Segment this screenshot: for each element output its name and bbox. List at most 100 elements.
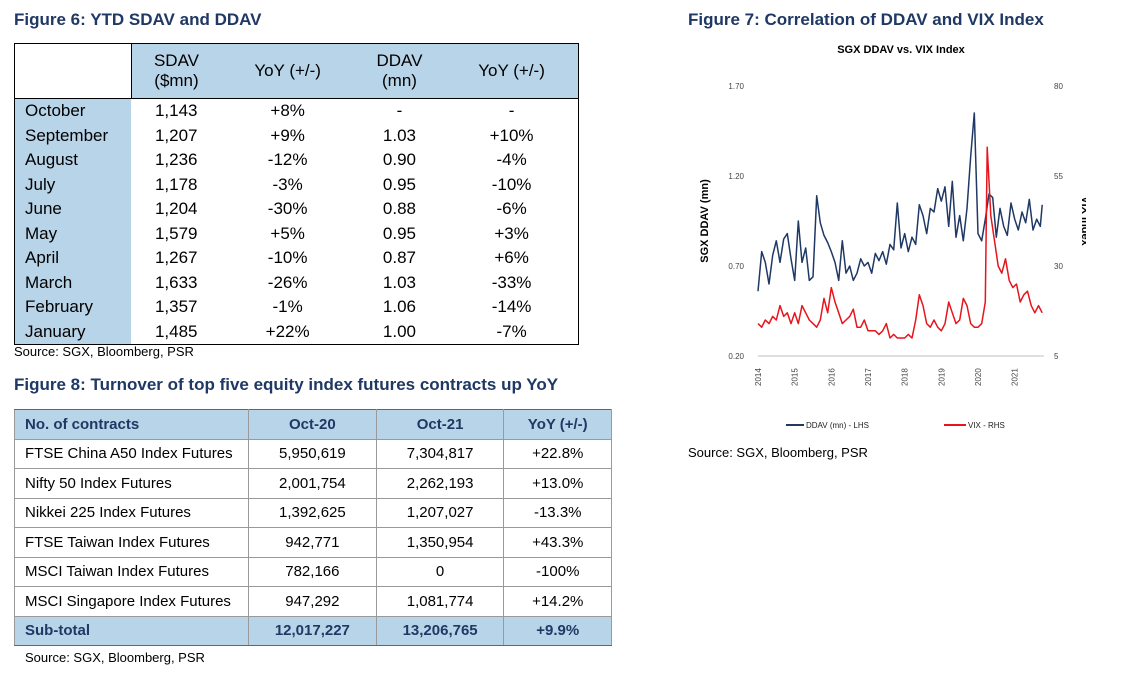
figure8-title: Figure 8: Turnover of top five equity in…: [14, 375, 559, 394]
y-tick-label: 0.70: [728, 262, 744, 271]
sdav-yoy-cell: -1%: [272, 297, 303, 317]
contract-name-cell: MSCI Singapore Index Futures: [14, 586, 249, 617]
x-tick-label: 2014: [754, 368, 763, 386]
table-row: MSCI Taiwan Index Futures 782,166 0 -100%: [14, 556, 612, 587]
month-cell: April: [14, 246, 131, 271]
table-row: May 1,579 +5% 0.95 +3%: [14, 221, 580, 246]
ddav-cell: 0.95: [382, 223, 417, 243]
oct20-cell: 1,392,625: [248, 497, 377, 528]
ddav-yoy-cell: -10%: [445, 172, 580, 197]
yoy-cell: +14.2%: [503, 586, 612, 617]
contract-name-cell: FTSE China A50 Index Futures: [14, 438, 249, 469]
contract-name-cell: Nifty 50 Index Futures: [14, 468, 249, 499]
sdav-cell: 1,357: [154, 297, 198, 317]
oct21-cell: 0: [375, 556, 505, 587]
ddav-cell: 1.06: [382, 297, 417, 317]
ddav-cell: -: [396, 101, 403, 121]
table-row: September 1,207 +9% 1.03 +10%: [14, 123, 580, 148]
table-row: March 1,633 -26% 1.03 -33%: [14, 270, 580, 295]
contract-name-cell: FTSE Taiwan Index Futures: [14, 527, 249, 558]
month-cell: September: [14, 123, 131, 148]
contract-name-cell: Nikkei 225 Index Futures: [14, 497, 249, 528]
oct20-cell: 2,001,754: [248, 468, 377, 499]
table-header-row: No. of contracts Oct-20 Oct-21 YoY (+/-): [14, 409, 612, 440]
oct21-cell: 1,081,774: [375, 586, 505, 617]
subtotal-oct21: 13,206,765: [375, 615, 505, 646]
month-cell: June: [14, 197, 131, 222]
ddav-cell: 1.03: [382, 125, 417, 145]
legend-label-ddav: DDAV (mn) - LHS: [806, 421, 869, 430]
sdav-cell: 1,178: [154, 174, 198, 194]
ddav-yoy-header: YoY (+/-): [445, 43, 580, 99]
sdav-yoy-cell: +22%: [221, 319, 354, 345]
yoy-cell: -13.3%: [503, 497, 612, 528]
sdav-cell: 1,579: [154, 223, 198, 243]
ddav-yoy-cell: +6%: [445, 246, 580, 271]
y2-tick-label: 80: [1054, 82, 1063, 91]
oct20-cell: 942,771: [248, 527, 377, 558]
month-cell: October: [14, 98, 131, 124]
table-row: FTSE Taiwan Index Futures 942,771 1,350,95…: [14, 527, 612, 558]
sdav-yoy-cell: +9%: [270, 125, 305, 145]
oct20-cell: 5,950,619: [248, 438, 377, 469]
oct21-cell: 7,304,817: [375, 438, 505, 469]
sdav-header: SDAV ($mn): [131, 43, 222, 99]
month-header: [14, 43, 132, 99]
x-tick-label: 2018: [901, 368, 910, 386]
sdav-cell: 1,267: [154, 248, 198, 268]
chart-title: SGX DDAV vs. VIX Index: [837, 44, 965, 56]
x-tick-label: 2021: [1011, 368, 1020, 386]
futures-turnover-table: No. of contracts Oct-20 Oct-21 YoY (+/-)…: [14, 409, 612, 646]
sdav-cell: 1,236: [154, 150, 198, 170]
sdav-cell: 1,485: [131, 319, 222, 345]
ddav-yoy-cell: -7%: [445, 319, 580, 345]
month-cell: March: [14, 270, 131, 295]
figure7-title: Figure 7: Correlation of DDAV and VIX In…: [688, 10, 1044, 29]
y2-tick-label: 55: [1054, 172, 1063, 181]
sdav-yoy-cell: -12%: [267, 150, 308, 170]
figure6-source: Source: SGX, Bloomberg, PSR: [14, 344, 194, 359]
sdav-yoy-cell: +5%: [270, 223, 305, 243]
sdav-cell: 1,633: [154, 272, 198, 292]
month-cell: May: [14, 221, 131, 246]
ddav-cell: 0.87: [382, 248, 417, 268]
sdav-cell: 1,207: [154, 125, 198, 145]
subtotal-oct20: 12,017,227: [248, 615, 377, 646]
sdav-yoy-cell: -3%: [272, 174, 303, 194]
x-tick-label: 2015: [791, 368, 800, 386]
table-row: April 1,267 -10% 0.87 +6%: [14, 246, 580, 271]
sdav-cell: 1,204: [154, 199, 198, 219]
table-row: February 1,357 -1% 1.06 -14%: [14, 295, 580, 320]
y-tick-label: 1.20: [728, 172, 744, 181]
figure8-source: Source: SGX, Bloomberg, PSR: [25, 650, 205, 665]
subtotal-yoy: +9.9%: [503, 615, 612, 646]
table-header-row: SDAV ($mn) YoY (+/-) DDAV (mn) YoY (+/-): [14, 43, 580, 99]
table-row: Nifty 50 Index Futures 2,001,754 2,262,193…: [14, 468, 612, 499]
ddav-yoy-cell: -: [445, 98, 580, 124]
ddav-yoy-cell: +10%: [445, 123, 580, 148]
sdav-yoy-cell: -10%: [267, 248, 308, 268]
ddav-series-line: [757, 112, 1043, 292]
y2-tick-label: 30: [1054, 262, 1063, 271]
ddav-vix-chart: SGX DDAV vs. VIX Index 0.20 0.70 1.20 1.70 5 3…: [699, 44, 1086, 430]
table-row: Nikkei 225 Index Futures 1,392,625 1,207,0…: [14, 497, 612, 528]
month-cell: August: [14, 148, 131, 173]
table-row: July 1,178 -3% 0.95 -10%: [14, 172, 580, 197]
ddav-yoy-cell: -33%: [445, 270, 580, 295]
ddav-cell: 1.03: [382, 272, 417, 292]
sdav-yoy-cell: -26%: [267, 272, 308, 292]
sdav-yoy-header: YoY (+/-): [221, 43, 354, 99]
vix-series-line: [757, 146, 1043, 339]
yoy-cell: +43.3%: [503, 527, 612, 558]
x-tick-label: 2017: [864, 368, 873, 386]
ddav-cell: 0.88: [382, 199, 417, 219]
oct20-header: Oct-20: [248, 409, 377, 440]
ddav-cell: 1.00: [353, 319, 446, 345]
y2-tick-label: 5: [1054, 352, 1059, 361]
oct21-header: Oct-21: [375, 409, 505, 440]
subtotal-row: Sub-total 12,017,227 13,206,765 +9.9%: [14, 615, 612, 646]
ddav-cell: 0.90: [382, 150, 417, 170]
ddav-header: DDAV (mn): [353, 43, 446, 99]
ddav-yoy-cell: +3%: [445, 221, 580, 246]
x-tick-label: 2020: [974, 368, 983, 386]
